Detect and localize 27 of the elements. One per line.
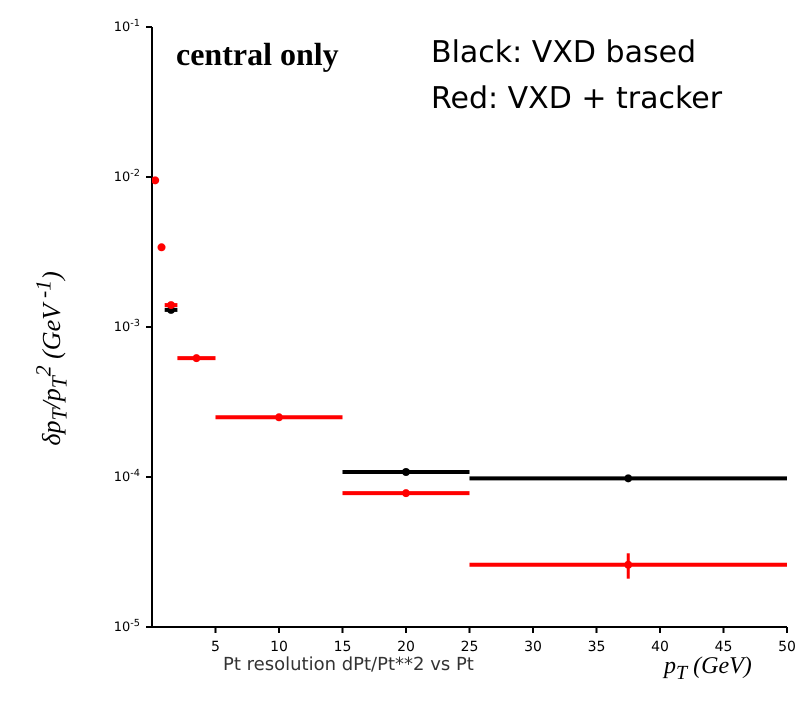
y-tick-label: 10$^{-4}$ — [114, 468, 140, 485]
point — [624, 560, 632, 569]
annotation: central only — [176, 36, 339, 72]
y-tick-label: 10$^{-1}$ — [114, 18, 140, 35]
annotation: Red: VXD + tracker — [431, 81, 722, 116]
point — [275, 413, 283, 422]
x-tick-label: 30 — [524, 639, 542, 655]
y-tick-label: 10$^{-2}$ — [114, 168, 140, 185]
x-tick-label: 50 — [778, 639, 796, 655]
point — [402, 468, 410, 476]
point — [192, 354, 200, 362]
text: Pt resolution dPt/Pt**2 vs Pt — [223, 654, 474, 675]
point — [624, 474, 632, 482]
x-tick-label: 35 — [588, 639, 606, 655]
y-tick-label: 10$^{-3}$ — [114, 318, 140, 335]
x-tick-label: 45 — [714, 639, 732, 655]
x-tick-label: 40 — [651, 639, 669, 655]
point — [167, 301, 176, 310]
point — [402, 489, 410, 498]
y-tick-label: 10$^{-5}$ — [114, 618, 140, 635]
x-tick-label: 20 — [397, 639, 415, 655]
x-tick-label: 10 — [270, 639, 288, 655]
x-tick-label: 15 — [334, 639, 352, 655]
annotation: Black: VXD based — [431, 35, 696, 70]
x-tick-label: 25 — [460, 639, 478, 655]
x-axis-title: p$_{T}$ (GeV) — [664, 653, 752, 684]
x-tick-label: 5 — [211, 639, 220, 655]
